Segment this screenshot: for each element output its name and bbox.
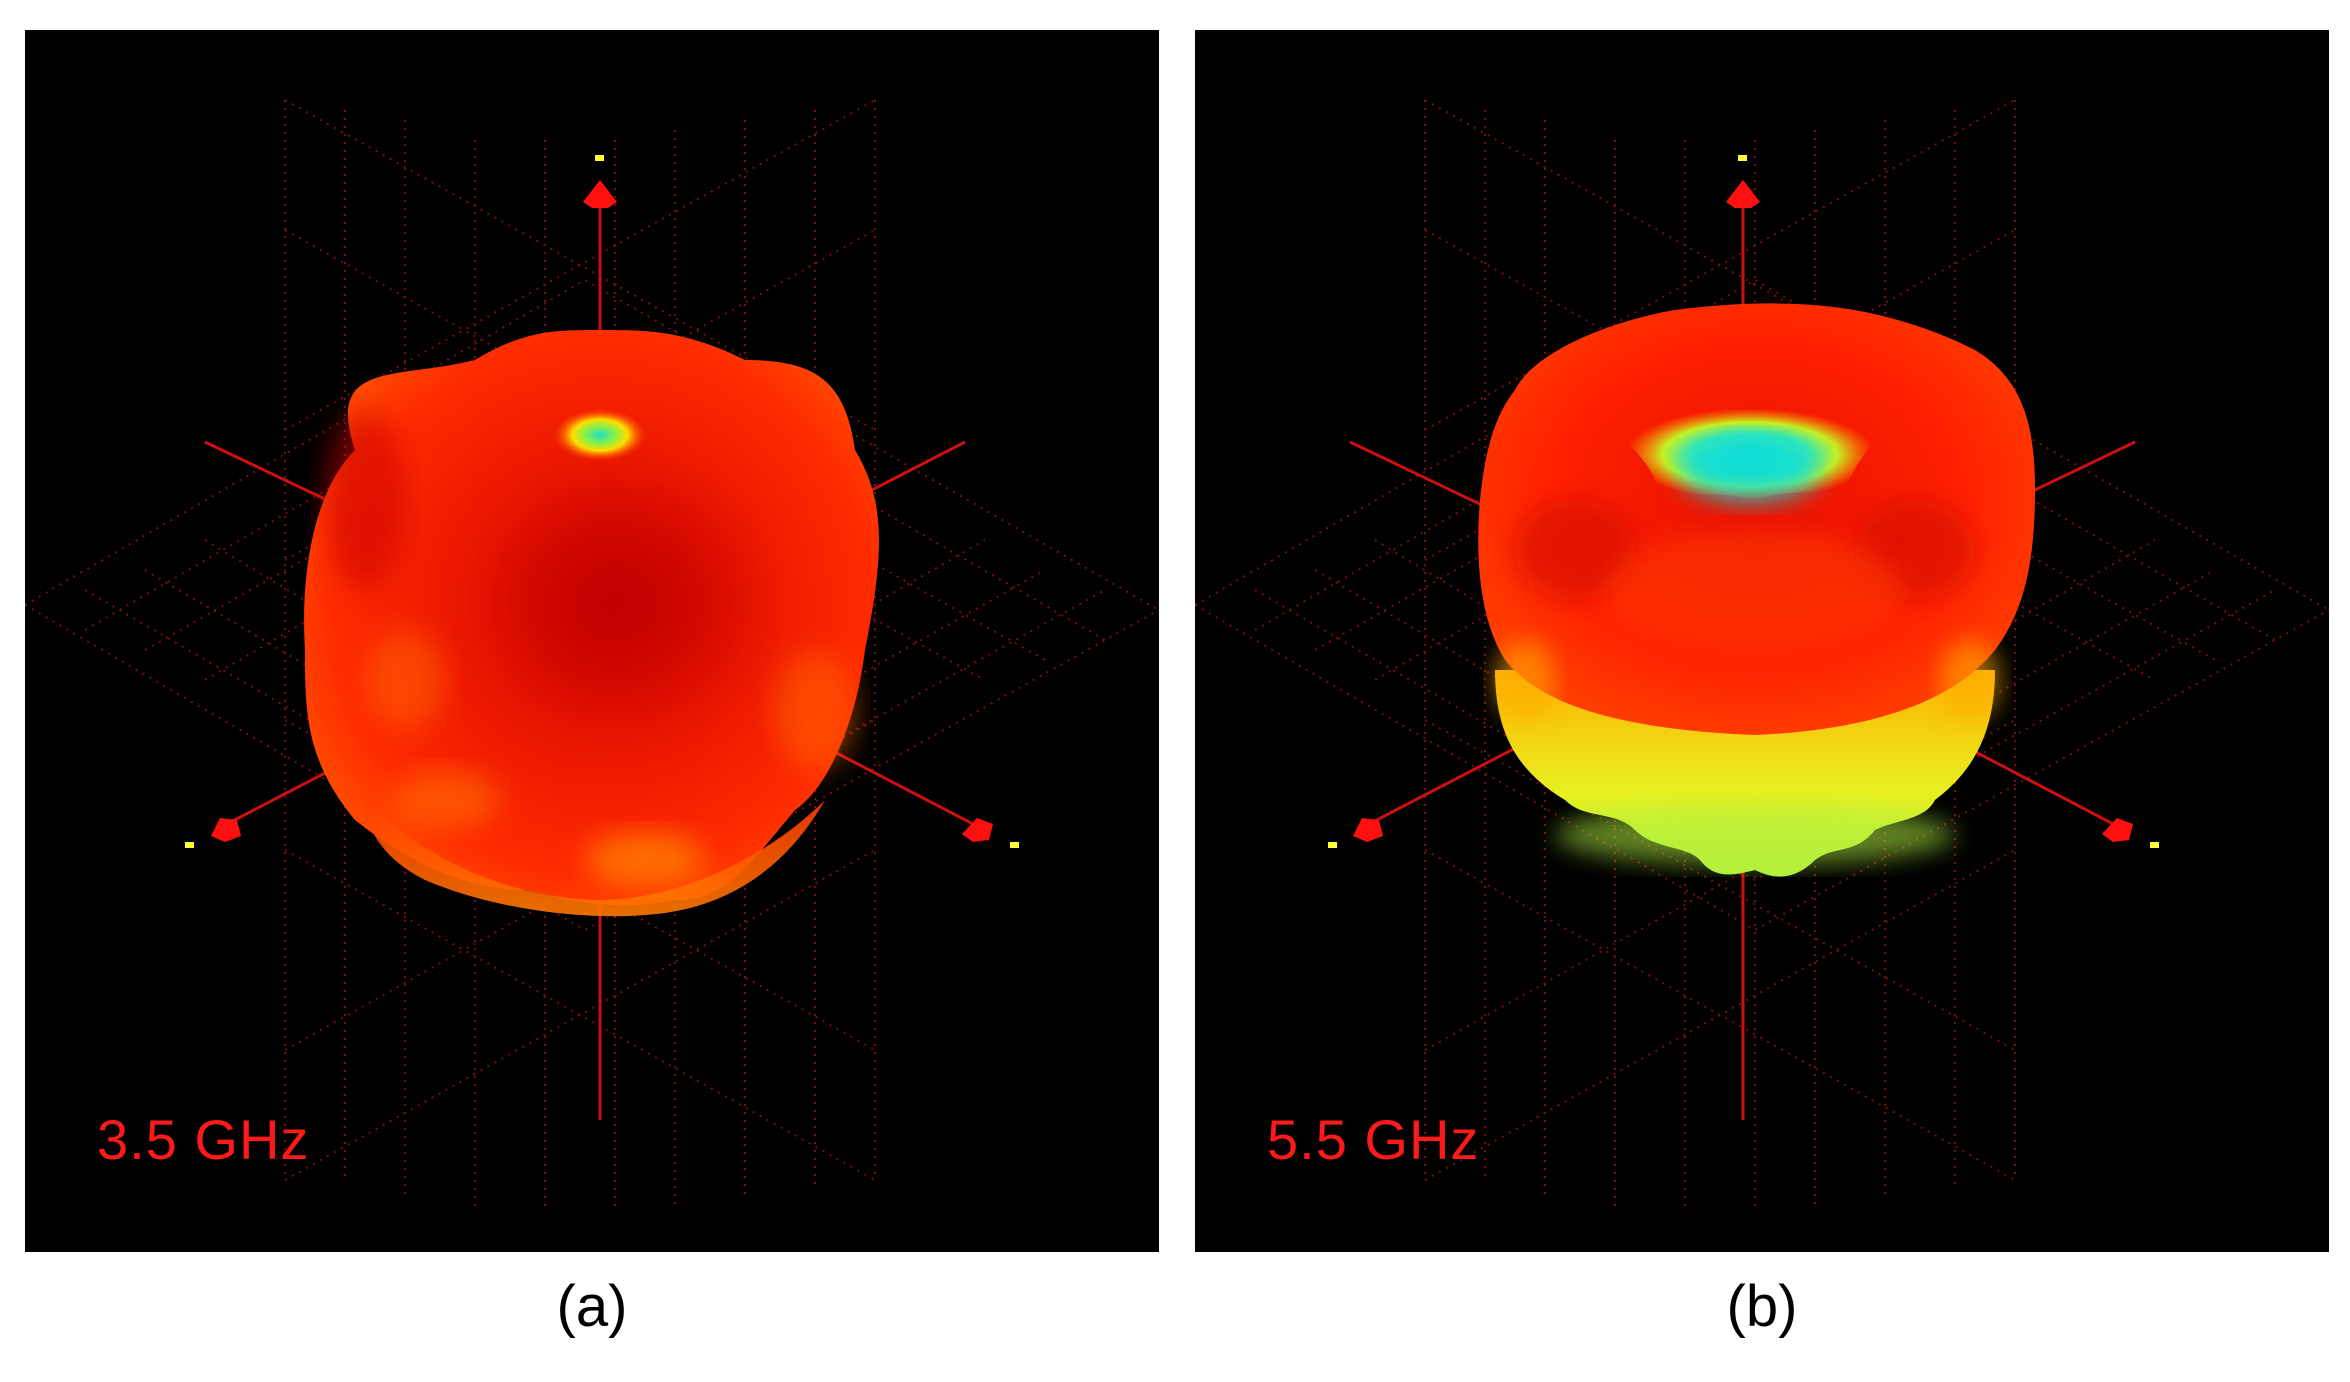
axis-arrows-a	[211, 180, 993, 842]
lobe-a	[304, 330, 879, 917]
axis-tick-labels-b	[1328, 155, 2159, 848]
frequency-label-a: 3.5 GHz	[97, 1108, 310, 1171]
panel-b: 5.5 GHz	[1195, 30, 2329, 1252]
grid-lines-a	[25, 99, 1159, 1210]
radiation-pattern-a	[25, 99, 1159, 1210]
panel-a: 3.5 GHz	[25, 30, 1159, 1252]
radiation-pattern-b	[1195, 99, 2329, 1210]
frequency-label-b: 5.5 GHz	[1267, 1108, 1480, 1171]
caption-a: (a)	[556, 1274, 628, 1339]
lobe-b	[1478, 303, 2035, 877]
axis-arrows-b	[1353, 180, 2133, 842]
axis-tick-labels-a	[185, 155, 1019, 848]
grid-lines-b	[1195, 99, 2329, 1210]
caption-b: (b)	[1726, 1274, 1798, 1339]
